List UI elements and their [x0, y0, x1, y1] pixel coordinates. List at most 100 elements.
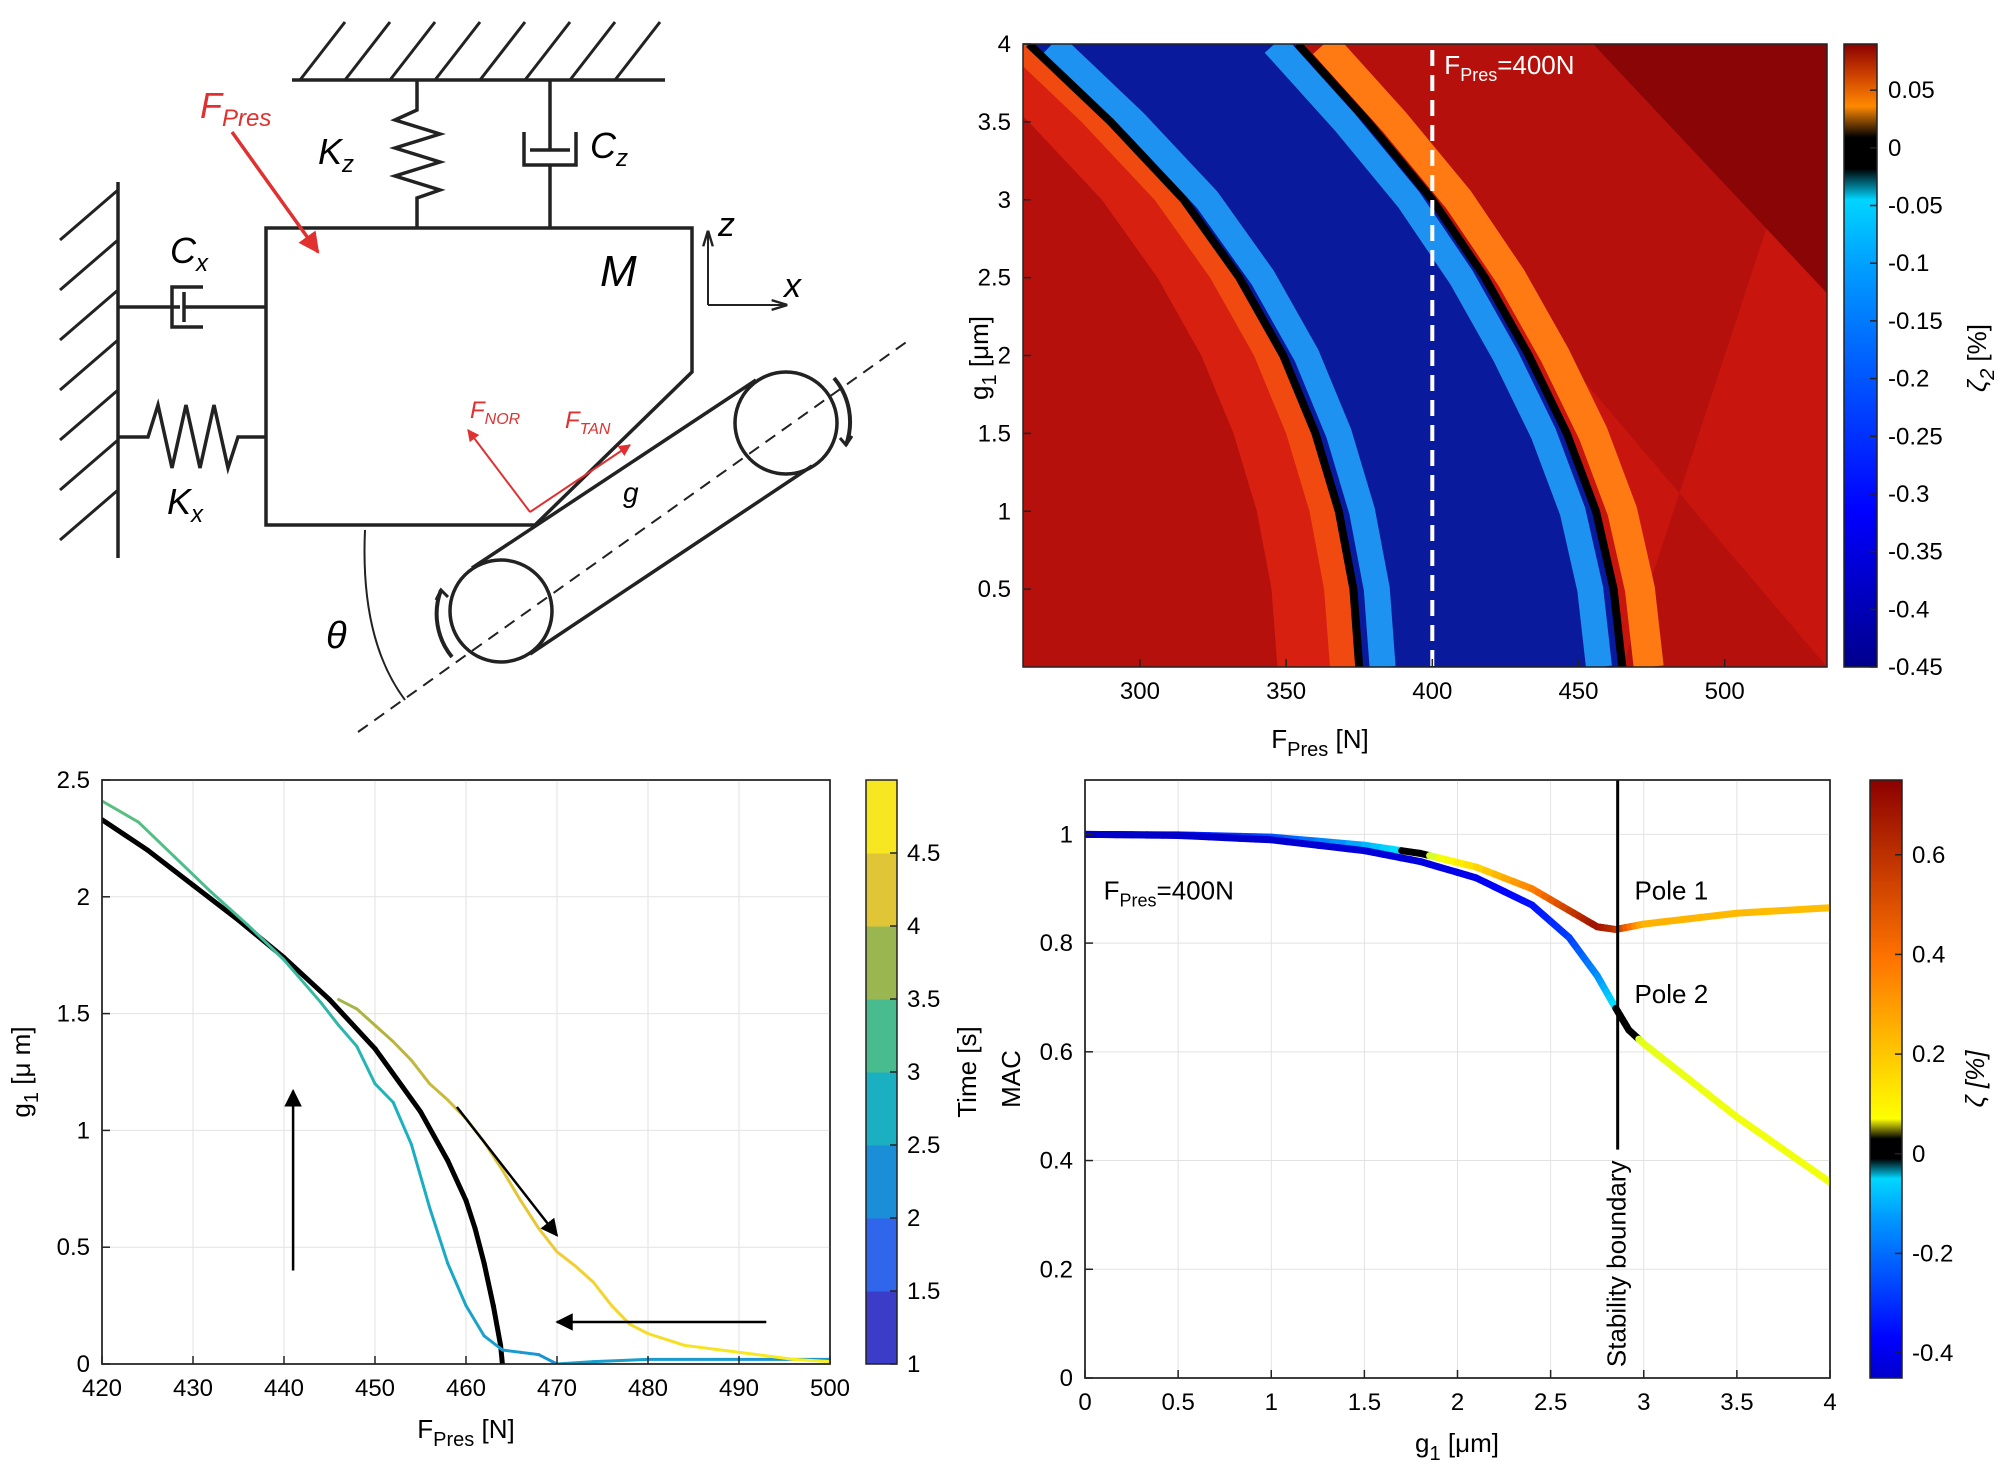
stability-curve-2 [1294, 44, 1627, 667]
stability-boundary-segment [481, 1261, 496, 1309]
mac-y-tick-label: 0.4 [1040, 1148, 1073, 1175]
heatmap-y-tick-label: 3.5 [978, 109, 1011, 136]
heatmap-colorbar-label: ζ2 [%] [1962, 324, 1999, 392]
hysteresis-y-tick-label: 0 [77, 1351, 90, 1378]
hysteresis-x-tick-label: 420 [82, 1375, 122, 1402]
mass-body [264, 226, 694, 527]
left-ground-hatch [59, 188, 119, 542]
response-segment [755, 1353, 796, 1361]
response-segment [391, 1040, 413, 1062]
chart-hysteresis: 420 430 440 450 460 470 480 490 50000.511.522.5 … [6, 767, 982, 1451]
response-segment [482, 1334, 504, 1352]
heatmap-colorbar-tick-label: -0.1 [1888, 250, 1929, 277]
time-colorbar-segment [866, 1218, 897, 1292]
hysteresis-y-tick-label: 0.5 [57, 1234, 90, 1261]
heatmap-region-stable [1028, 44, 1623, 667]
stability-boundary-segment [372, 1046, 423, 1115]
mac-series [1085, 830, 1830, 1186]
diagram-labels: FPres Kz Cz Cx Kx M z x FNOR FTAN g θ [167, 85, 802, 657]
label-f-nor: FNOR [470, 397, 521, 428]
hysteresis-x-tick-label: 440 [264, 1375, 304, 1402]
time-colorbar-segment [866, 853, 897, 927]
response-segment [355, 1044, 377, 1086]
stability-boundary-segment [102, 817, 150, 853]
heatmap-colorbar-tick-label: -0.35 [1888, 539, 1943, 566]
response-segment [591, 1357, 650, 1364]
mac-x-tick-label: 1 [1265, 1389, 1278, 1416]
mac-series-segment [1810, 1167, 1830, 1186]
response-segment [409, 1142, 432, 1209]
heatmap-y-tick-label: 0.5 [978, 576, 1011, 603]
heatmap-y-tick-label: 2 [998, 343, 1011, 370]
heatmap-stable-edge-right [1264, 44, 1612, 667]
time-colorbar-tick-label: 3.5 [907, 986, 940, 1013]
spring-kz [389, 80, 446, 228]
force-vectors [230, 130, 631, 513]
response-segment [537, 1353, 559, 1364]
chart-stability-map: FPres=400N 300 350 400 450 500 0.5 1 1.5 2 2.5 3 3.… [964, 31, 1999, 761]
heatmap-colorbar-tick-label: -0.05 [1888, 193, 1943, 220]
heatmap-x-tick-label: 300 [1120, 678, 1160, 705]
time-colorbar-segment [866, 1145, 897, 1219]
response-segment [519, 1198, 541, 1231]
mac-series-segment [1810, 904, 1830, 913]
f-tan-arrow [529, 444, 631, 513]
response-segment [102, 799, 140, 824]
time-colorbar-tick-label: 3 [907, 1059, 920, 1086]
label-f-tan: FTAN [565, 407, 611, 438]
hysteresis-y-tick-label: 1.5 [57, 1001, 90, 1028]
hysteresis-axes: 420 430 440 450 460 470 480 490 500 0 0.5 1 1.5 2 2.5 [57, 767, 850, 1402]
response-segment [500, 1168, 523, 1202]
hysteresis-x-label: FPres [N] [417, 1414, 514, 1451]
label-f-pres: FPres [200, 85, 271, 132]
heatmap-axes: 300 350 400 450 500 0.5 1 1.5 2 2.5 3 3.5 4 [978, 31, 1828, 705]
mac-x-tick-label: 3 [1637, 1389, 1650, 1416]
stability-boundary-segment [281, 955, 332, 1003]
heatmap-y-tick-label: 1.5 [978, 420, 1011, 447]
response-segment [373, 1082, 395, 1104]
response-segment [464, 1304, 486, 1338]
time-colorbar-tick-label: 2.5 [907, 1132, 940, 1159]
response-segment [792, 1357, 830, 1364]
mac-y-tick-label: 0.2 [1040, 1256, 1073, 1283]
hysteresis-y-label: g1 [μ m] [6, 1026, 43, 1117]
mac-colorbar-label: ζ [%] [1960, 1050, 1990, 1108]
time-colorbar-segment [866, 999, 897, 1073]
stability-curve-1 [1026, 44, 1364, 667]
theta-arc [363, 529, 406, 701]
heatmap-y-label: g1 [μm] [964, 316, 1001, 400]
response-segment [337, 1023, 359, 1048]
response-segment [500, 1348, 523, 1354]
chart-mac: Stability boundary FPres=400N Pole 1 Pol… [996, 779, 1990, 1462]
mac-colorbar-tick-label: -0.2 [1912, 1240, 1953, 1267]
heatmap-x-tick-label: 500 [1705, 678, 1745, 705]
mac-y-tick-label: 0.8 [1040, 930, 1073, 957]
response-segment [573, 1264, 595, 1284]
pole-2-label: Pole 2 [1634, 979, 1708, 1009]
time-colorbar-tick-label: 1 [907, 1351, 920, 1378]
heatmap-colorbar-tick-label: -0.2 [1888, 366, 1929, 393]
response-segment [391, 1100, 413, 1146]
mac-x-label: g1 [μm] [1415, 1428, 1499, 1462]
response-segment [337, 998, 359, 1011]
mac-colorbar-tick-label: 0.6 [1912, 842, 1945, 869]
heatmap-x-tick-label: 450 [1558, 678, 1598, 705]
heatmap-colorbar-tick-label: 0.05 [1888, 77, 1935, 104]
heatmap-colorbar-tick-label: -0.25 [1888, 423, 1943, 450]
time-colorbar-tick-label: 1.5 [907, 1278, 940, 1305]
hysteresis-x-tick-label: 430 [173, 1375, 213, 1402]
mac-x-tick-label: 4 [1823, 1389, 1836, 1416]
hysteresis-x-tick-label: 480 [628, 1375, 668, 1402]
response-segment [373, 1023, 395, 1044]
stability-boundary-segment [327, 997, 378, 1052]
label-x-axis: x [782, 267, 802, 305]
roller-cylinder [434, 370, 854, 664]
time-colorbar-tick-label: 4.5 [907, 840, 940, 867]
mac-x-tick-label: 0.5 [1161, 1389, 1194, 1416]
mac-colorbar-tick-label: -0.4 [1912, 1340, 1953, 1367]
label-cz: Cz [590, 125, 628, 172]
stability-boundary-segment [418, 1109, 451, 1164]
mac-y-tick-label: 0.6 [1040, 1039, 1073, 1066]
pole-1-label: Pole 1 [1634, 876, 1708, 906]
label-mass: M [600, 247, 637, 296]
